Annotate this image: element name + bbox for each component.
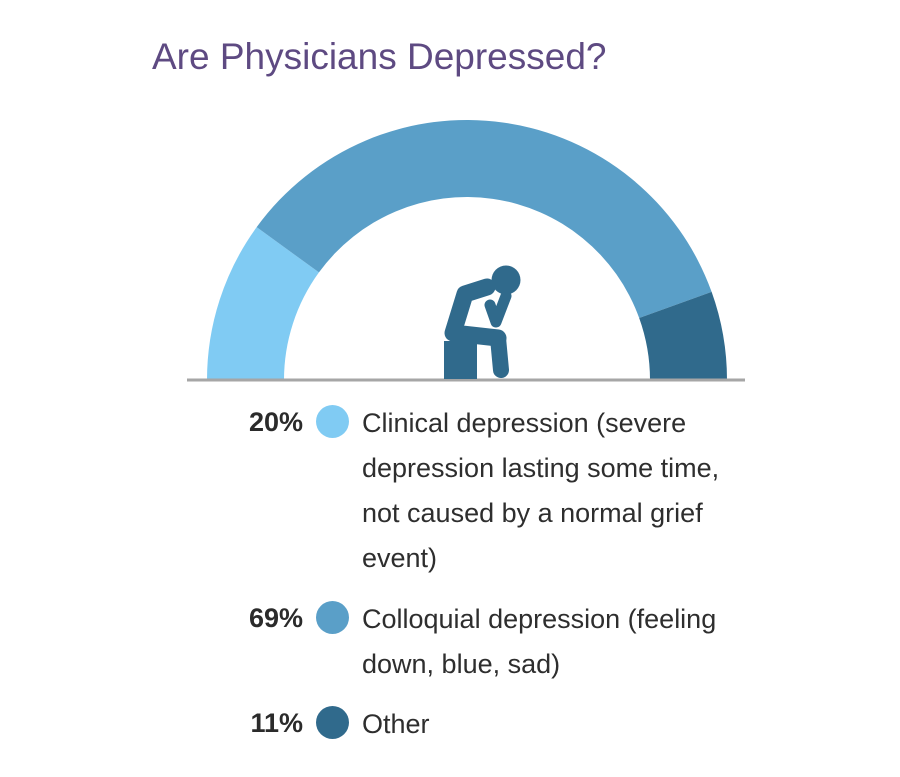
- gauge-chart: [187, 119, 745, 382]
- chart-title: Are Physicians Depressed?: [152, 36, 607, 77]
- gauge-segment-1: [207, 227, 319, 380]
- legend-label: Other: [362, 709, 430, 739]
- legend-color-dot: [316, 405, 349, 438]
- legend-label: Colloquial depression (feeling down, blu…: [362, 604, 717, 679]
- depressed-person-icon: [444, 265, 521, 379]
- legend-color-dot: [316, 706, 349, 739]
- gauge-segment-2: [256, 119, 712, 319]
- gauge-segment-3: [639, 291, 727, 380]
- legend-percent: 20%: [248, 407, 303, 437]
- legend-percent: 69%: [248, 603, 303, 633]
- legend-color-dot: [316, 601, 349, 634]
- legend-percent: 11%: [250, 708, 303, 738]
- legend-label: Clinical depression (severe depression l…: [362, 408, 720, 573]
